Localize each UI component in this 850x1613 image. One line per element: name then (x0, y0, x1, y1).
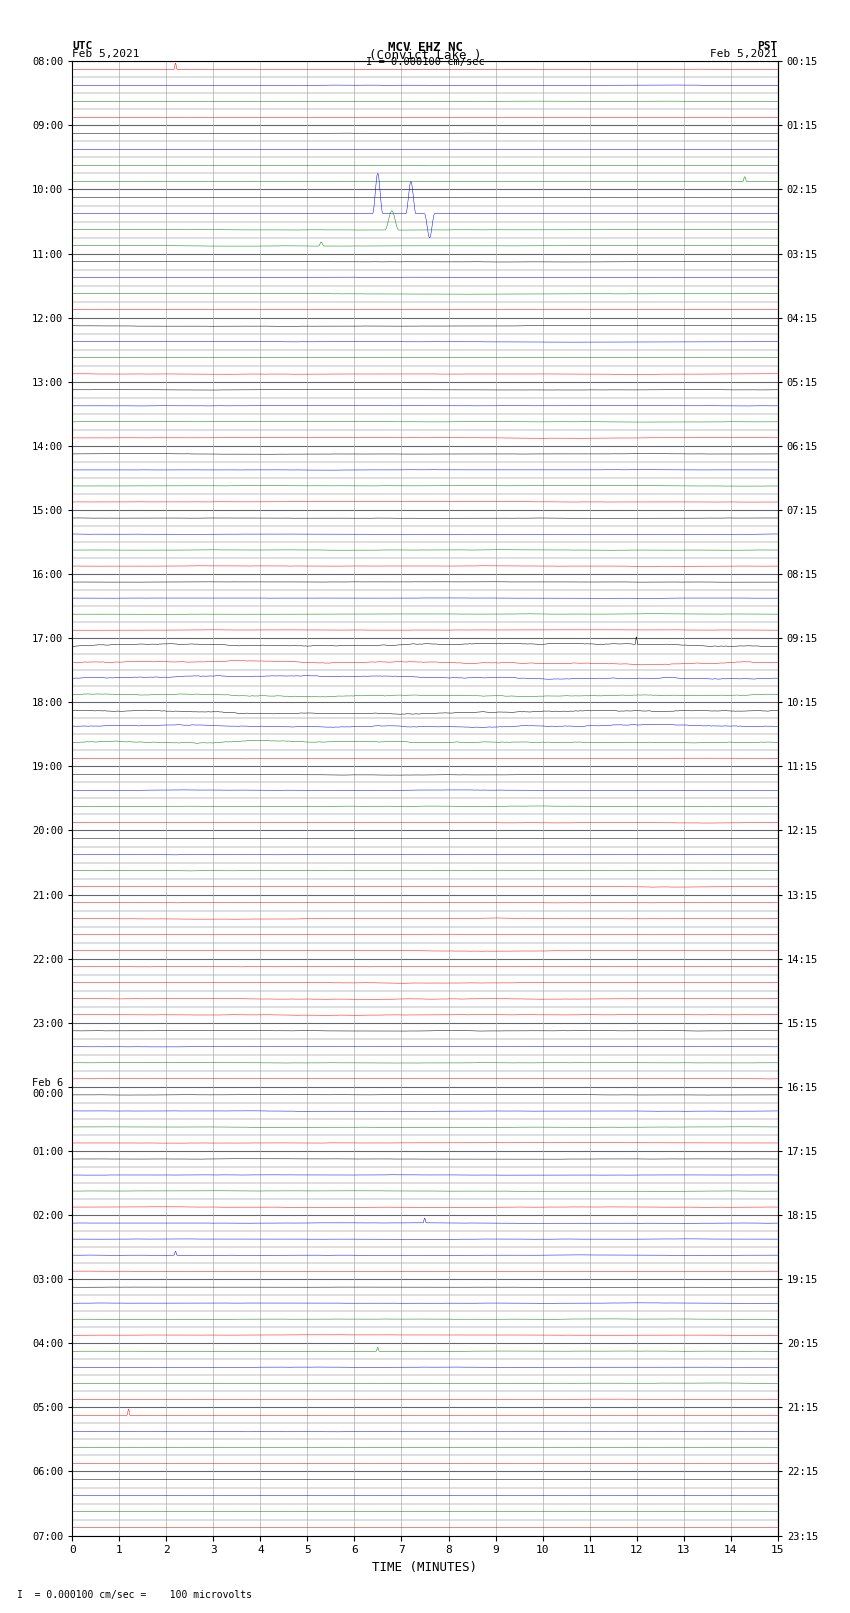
Text: UTC: UTC (72, 40, 93, 52)
Text: MCV EHZ NC: MCV EHZ NC (388, 40, 462, 55)
Text: (Convict Lake ): (Convict Lake ) (369, 50, 481, 63)
X-axis label: TIME (MINUTES): TIME (MINUTES) (372, 1561, 478, 1574)
Text: Feb 5,2021: Feb 5,2021 (711, 50, 778, 60)
Text: I = 0.000100 cm/sec: I = 0.000100 cm/sec (366, 58, 484, 68)
Text: Feb 5,2021: Feb 5,2021 (72, 50, 139, 60)
Text: I  = 0.000100 cm/sec =    100 microvolts: I = 0.000100 cm/sec = 100 microvolts (17, 1590, 252, 1600)
Text: PST: PST (757, 40, 778, 52)
